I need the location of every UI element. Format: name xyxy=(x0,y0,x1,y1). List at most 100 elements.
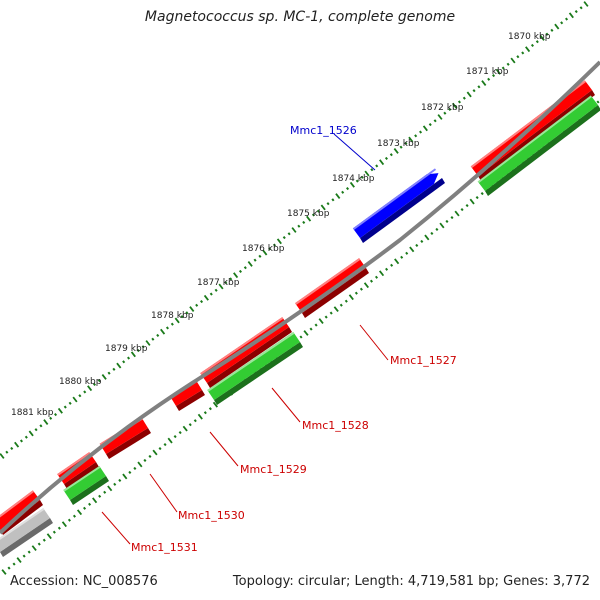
outer-scale-tick xyxy=(306,215,312,222)
genome-summary-text: Topology: circular; Length: 4,719,581 bp… xyxy=(232,574,590,589)
gene-label: Mmc1_1530 xyxy=(178,509,245,522)
inner-scale-tick xyxy=(137,461,143,468)
outer-scale-tick xyxy=(273,243,277,247)
outer-scale-tick xyxy=(481,80,487,87)
inner-scale-tick xyxy=(72,514,77,518)
inner-scale-tick xyxy=(369,279,374,283)
inner-scale-tick xyxy=(12,562,16,566)
outer-scale-tick xyxy=(554,23,560,30)
inner-scale-tick xyxy=(178,431,182,435)
outer-scale-tick xyxy=(136,348,140,353)
green-track-block xyxy=(63,466,109,505)
outer-scale-tick xyxy=(492,74,496,78)
inner-scale-tick xyxy=(465,203,469,208)
outer-scale-tick xyxy=(141,345,145,349)
inner-scale-tick xyxy=(480,192,484,196)
outer-scale-tick xyxy=(189,306,195,313)
outer-scale-tick xyxy=(209,292,213,296)
inner-scale-tick xyxy=(7,566,11,570)
scale-label: 1881 kbp xyxy=(11,408,54,418)
outer-scale-tick xyxy=(218,283,224,290)
inner-scale-tick xyxy=(67,518,71,522)
outer-scale-tick xyxy=(516,55,520,59)
outer-scale-tick xyxy=(247,260,253,267)
outer-scale-tick xyxy=(145,340,151,346)
inner-scale-tick xyxy=(98,494,102,498)
outer-scale-tick xyxy=(14,441,20,448)
scale-label: 1876 kbp xyxy=(242,244,285,254)
outer-scale-tick xyxy=(399,145,403,149)
outer-scale-tick xyxy=(28,430,34,437)
leader-line xyxy=(101,511,131,545)
outer-scale-tick xyxy=(258,254,262,258)
scale-label: 1870 kbp xyxy=(508,32,551,42)
outer-scale-tick xyxy=(57,407,63,414)
outer-scale-tick xyxy=(107,371,111,375)
outer-scale-ticks xyxy=(0,1,589,459)
inner-scale-tick xyxy=(103,490,107,494)
outer-scale-tick xyxy=(49,416,53,420)
inner-scale-tick xyxy=(61,521,67,528)
inner-scale-tick xyxy=(163,442,167,447)
outer-scale-tick xyxy=(477,85,481,89)
inner-scale-tick xyxy=(354,291,358,295)
leader-line xyxy=(149,473,178,513)
inner-scale-tick xyxy=(363,282,370,289)
outer-scale-tick xyxy=(495,68,501,75)
inner-scale-tick xyxy=(430,231,434,236)
outer-scale-tick xyxy=(341,190,345,194)
outer-scale-tick xyxy=(530,43,534,47)
outer-scale-tick xyxy=(457,100,461,104)
scale-label: 1878 kbp xyxy=(151,311,194,321)
inner-scale-tick xyxy=(400,255,404,259)
outer-scale-tick xyxy=(297,224,301,228)
outer-scale-tick xyxy=(78,394,82,398)
genome-backbone xyxy=(0,60,600,535)
inner-scale-tick xyxy=(83,506,87,510)
outer-scale-tick xyxy=(185,311,189,315)
scale-label: 1877 kbp xyxy=(197,278,240,288)
outer-scale-tick xyxy=(443,111,447,115)
gene-labels: Mmc1_1526 Mmc1_1527 Mmc1_1528 Mmc1_1529 Mmc1… xyxy=(131,124,457,554)
inner-scale-tick xyxy=(1,569,7,575)
outer-scale-tick xyxy=(63,405,67,409)
outer-scale-tick xyxy=(5,450,9,454)
scale-labels: 1870 kbp 1871 kbp 1872 kbp 1873 kbp 1874 kbp… xyxy=(11,32,551,418)
outer-scale-tick xyxy=(87,385,93,392)
outer-scale-tick xyxy=(349,181,355,188)
outer-scale-tick xyxy=(282,235,286,240)
outer-scale-tick xyxy=(545,32,549,36)
inner-scale-tick xyxy=(107,485,113,492)
gene-label: Mmc1_1531 xyxy=(131,541,198,554)
feature-blocks xyxy=(0,80,600,557)
inner-scale-tick xyxy=(88,502,92,506)
cds-block xyxy=(99,417,151,459)
inner-scale-tick xyxy=(208,407,212,411)
outer-scale-tick xyxy=(287,232,291,236)
inner-scale-tick xyxy=(37,542,41,546)
outer-scale-tick xyxy=(539,34,545,41)
outer-scale-tick xyxy=(364,170,370,177)
inner-scale-tick xyxy=(167,437,173,444)
inner-scale-tick xyxy=(76,509,83,516)
inner-scale-tick xyxy=(415,243,419,247)
inner-scale-tick xyxy=(374,275,379,279)
inner-scale-tick xyxy=(450,215,454,220)
outer-scale-tick xyxy=(316,209,320,213)
inner-scale-tick xyxy=(203,411,207,415)
outer-scale-tick xyxy=(291,227,297,233)
outer-scale-tick xyxy=(262,249,268,256)
outer-scale-tick xyxy=(97,379,101,383)
inner-scale-tick xyxy=(182,425,188,432)
outer-scale-tick xyxy=(568,12,574,19)
inner-scale-tick xyxy=(46,533,52,540)
outer-scale-tick xyxy=(39,424,43,428)
inner-scale-tick xyxy=(42,538,46,542)
gene-label: Mmc1_1527 xyxy=(390,354,457,367)
inner-scale-tick xyxy=(31,545,37,552)
outer-scale-tick xyxy=(404,141,408,145)
outer-scale-tick xyxy=(101,373,107,380)
gene-label: Mmc1_1526 xyxy=(290,124,357,137)
inner-scale-tick xyxy=(378,270,385,277)
outer-scale-tick xyxy=(229,277,233,281)
